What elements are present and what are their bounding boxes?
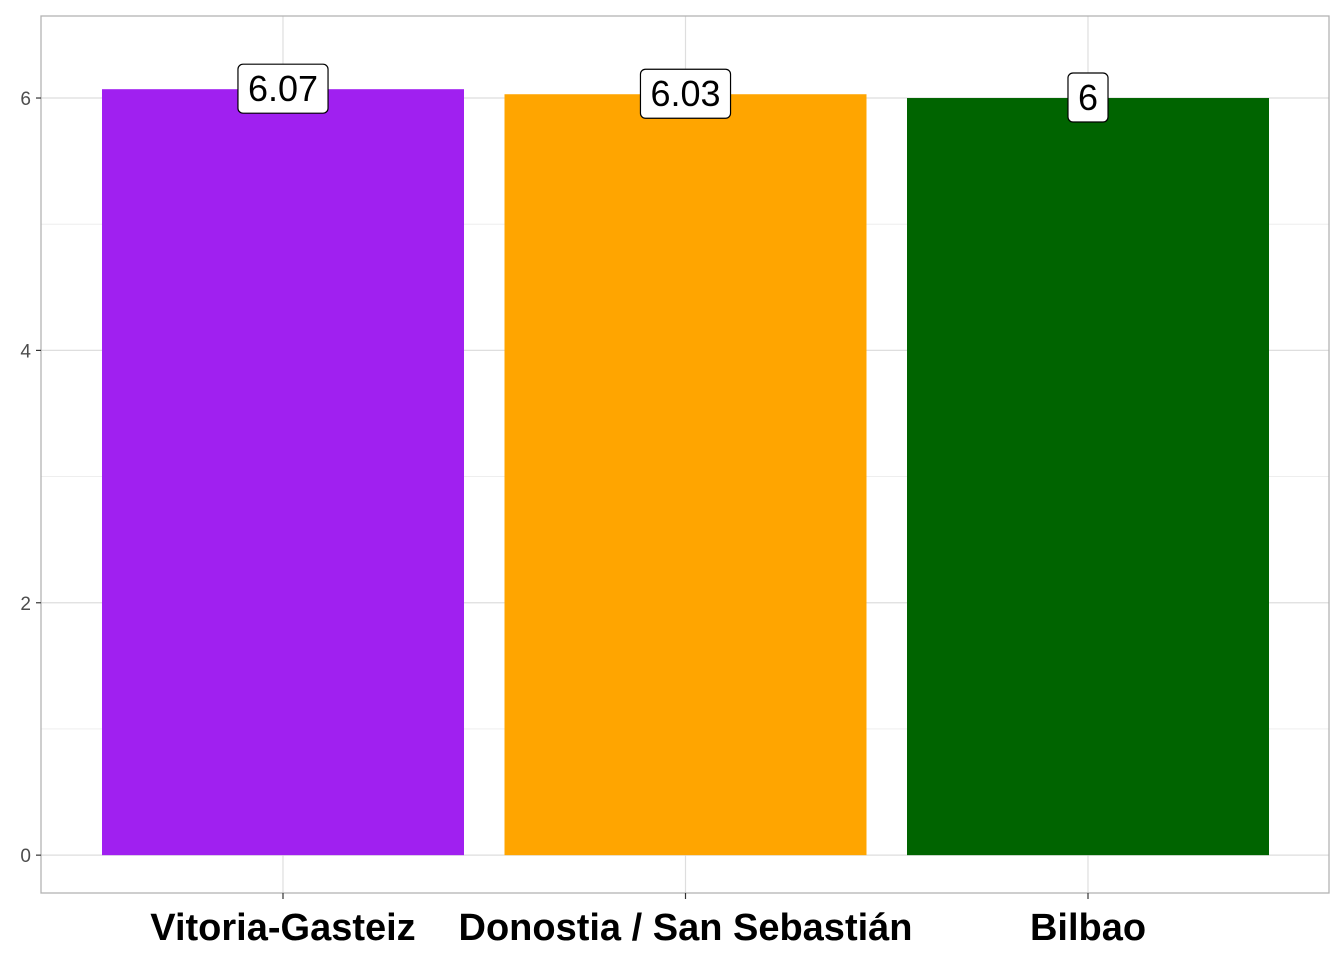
y-tick-label: 4 bbox=[20, 341, 31, 362]
data-label-box bbox=[1067, 72, 1109, 123]
y-axis: 0 2 4 6 bbox=[20, 89, 41, 867]
x-tick-label: Bilbao bbox=[1030, 907, 1146, 949]
data-label-box bbox=[237, 63, 329, 114]
data-label-box bbox=[639, 68, 732, 119]
data-label: 6 bbox=[1067, 72, 1109, 123]
bars bbox=[102, 89, 1269, 856]
data-label-text: 6.03 bbox=[650, 73, 720, 114]
data-labels: 6.07 6.03 6 bbox=[237, 63, 1109, 123]
data-label: 6.07 bbox=[237, 63, 329, 114]
x-tick-label: Donostia / San Sebastián bbox=[459, 907, 913, 949]
bar bbox=[504, 94, 867, 856]
data-label-text: 6.07 bbox=[248, 68, 318, 109]
x-axis: Vitoria-Gasteiz Donostia / San Sebastián B… bbox=[150, 893, 1146, 949]
bar bbox=[102, 89, 464, 856]
y-tick-label: 2 bbox=[20, 594, 31, 615]
data-label: 6.03 bbox=[639, 68, 732, 119]
x-tick-label: Vitoria-Gasteiz bbox=[150, 907, 415, 949]
y-tick-label: 0 bbox=[20, 846, 31, 867]
bar bbox=[907, 98, 1269, 856]
data-label-text: 6 bbox=[1078, 77, 1098, 118]
y-tick-label: 6 bbox=[20, 89, 31, 110]
